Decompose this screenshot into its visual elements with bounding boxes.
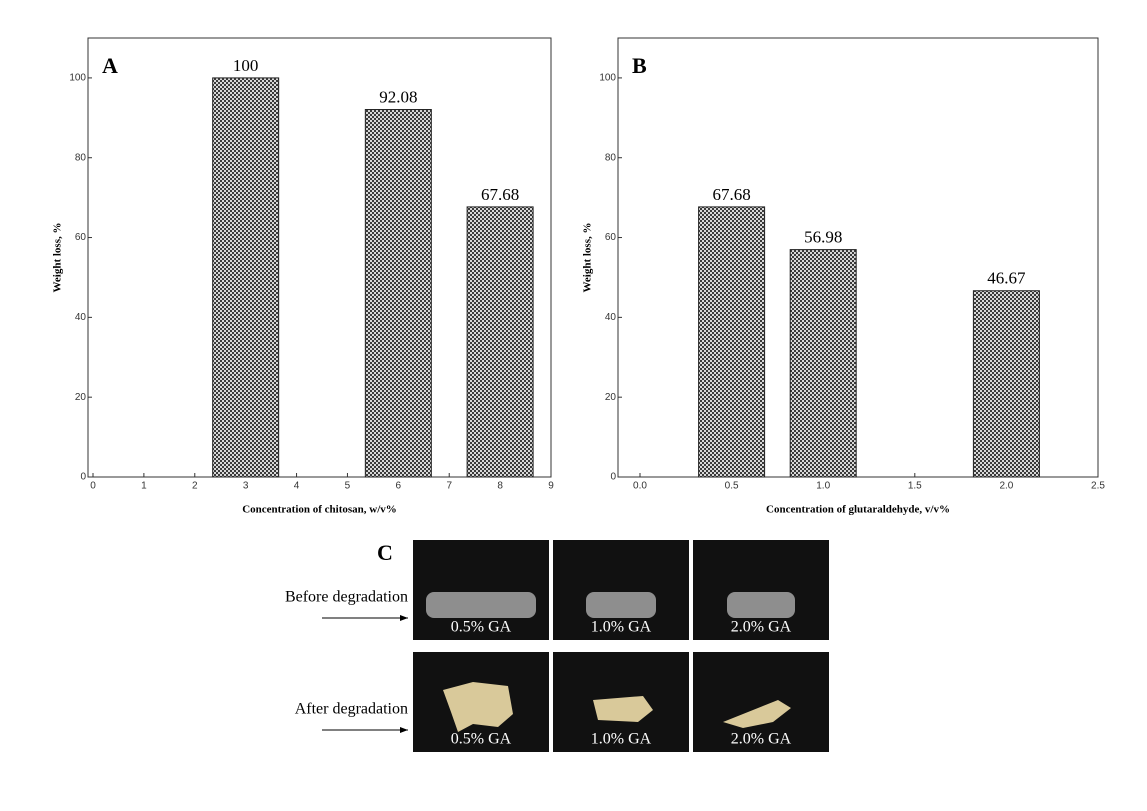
x-tick-label: 3	[243, 481, 249, 492]
sample	[727, 592, 795, 618]
sample-label: 2.0% GA	[731, 619, 792, 636]
sample-label: 0.5% GA	[451, 731, 512, 748]
x-axis-label: Concentration of glutaraldehyde, v/v%	[766, 504, 950, 516]
value-label: 67.68	[481, 185, 519, 204]
value-label: 67.68	[712, 185, 750, 204]
bar	[698, 206, 766, 478]
x-tick-label: 1	[141, 481, 147, 492]
x-tick-label: 0	[90, 481, 96, 492]
x-tick-label: 2	[192, 481, 198, 492]
panel-label: A	[102, 53, 118, 78]
y-tick-label: 100	[599, 73, 616, 84]
bar	[364, 109, 432, 478]
bar	[212, 77, 280, 478]
x-tick-label: 1.5	[908, 481, 922, 492]
x-tick-label: 6	[396, 481, 402, 492]
row-label: Before degradation	[285, 589, 408, 606]
sample-label: 1.0% GA	[591, 619, 652, 636]
value-label: 56.98	[804, 228, 842, 247]
value-label: 46.67	[987, 269, 1026, 288]
plot-frame	[617, 37, 1099, 478]
bar	[789, 249, 857, 478]
y-tick-label: 0	[610, 472, 616, 483]
value-label: 92.08	[379, 87, 417, 106]
y-tick-label: 80	[605, 152, 617, 163]
x-tick-label: 9	[548, 481, 554, 492]
photo	[553, 540, 689, 640]
x-tick-label: 2.5	[1091, 481, 1105, 492]
x-tick-label: 0.5	[725, 481, 739, 492]
y-tick-label: 40	[75, 312, 87, 323]
x-tick-label: 2.0	[999, 481, 1013, 492]
y-tick-label: 80	[75, 152, 87, 163]
photo	[693, 652, 829, 752]
bar	[466, 206, 534, 478]
y-axis-label: Weight loss, %	[582, 223, 594, 293]
sample	[586, 592, 656, 618]
x-tick-label: 0.0	[633, 481, 647, 492]
sample	[593, 696, 653, 722]
y-axis-label: Weight loss, %	[52, 223, 64, 293]
sample-label: 0.5% GA	[451, 619, 512, 636]
y-tick-label: 100	[69, 73, 86, 84]
sample-label: 2.0% GA	[731, 731, 792, 748]
bar	[972, 290, 1040, 478]
panel-label: B	[632, 53, 647, 78]
y-tick-label: 0	[80, 472, 86, 483]
x-tick-label: 8	[497, 481, 503, 492]
value-label: 100	[233, 56, 259, 75]
y-tick-label: 20	[605, 392, 617, 403]
row-label: After degradation	[295, 701, 408, 718]
sample	[426, 592, 536, 618]
y-tick-label: 60	[75, 232, 87, 243]
photo	[693, 540, 829, 640]
x-tick-label: 5	[345, 481, 351, 492]
photo	[413, 540, 549, 640]
y-tick-label: 20	[75, 392, 87, 403]
plot-frame	[87, 37, 552, 478]
sample-label: 1.0% GA	[591, 731, 652, 748]
x-tick-label: 4	[294, 481, 300, 492]
panel-label: C	[377, 540, 393, 565]
y-tick-label: 40	[605, 312, 617, 323]
y-tick-label: 60	[605, 232, 617, 243]
x-tick-label: 7	[446, 481, 452, 492]
x-axis-label: Concentration of chitosan, w/v%	[242, 504, 397, 516]
x-tick-label: 1.0	[816, 481, 830, 492]
sample	[443, 682, 513, 732]
sample	[723, 700, 791, 728]
